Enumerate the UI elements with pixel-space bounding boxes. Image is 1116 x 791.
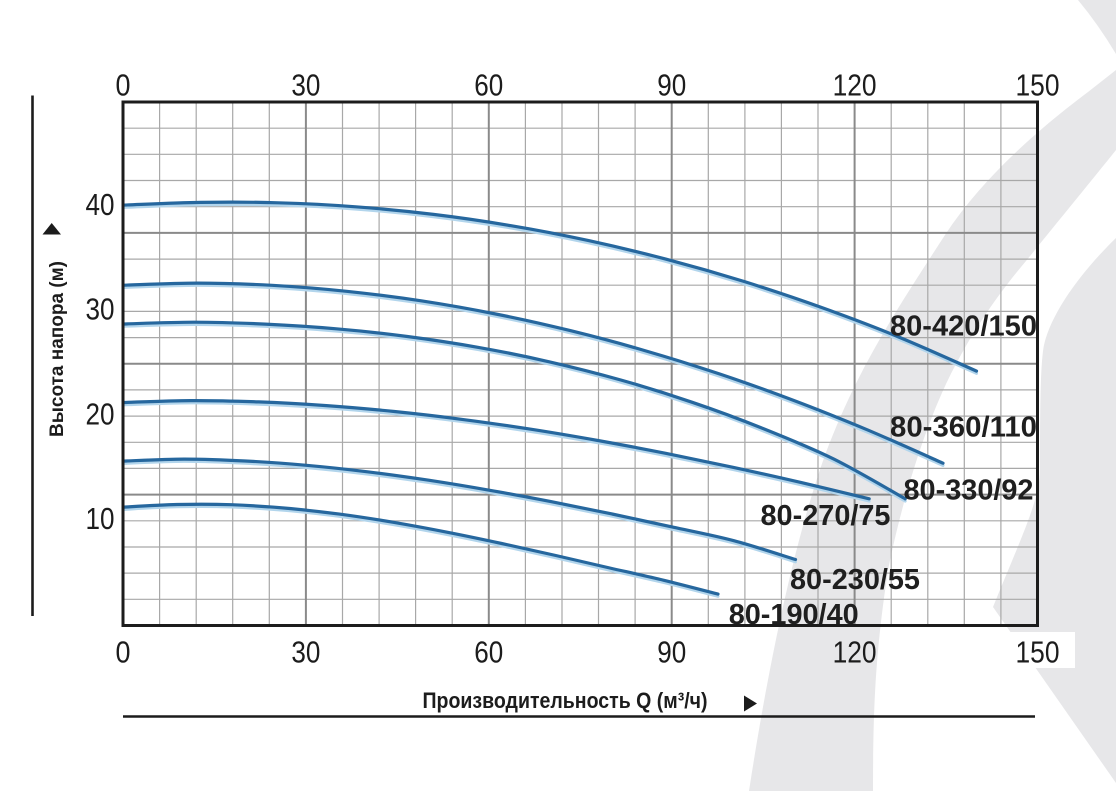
- svg-text:120: 120: [833, 635, 877, 670]
- svg-text:30: 30: [291, 635, 320, 670]
- svg-text:150: 150: [1016, 68, 1060, 103]
- svg-text:80-420/150: 80-420/150: [890, 311, 1037, 343]
- svg-text:40: 40: [86, 187, 115, 222]
- svg-text:Производительность Q (м³/ч): Производительность Q (м³/ч): [423, 688, 708, 713]
- svg-text:120: 120: [833, 68, 877, 103]
- svg-text:80-330/92: 80-330/92: [904, 474, 1034, 506]
- svg-text:80-360/110: 80-360/110: [890, 412, 1037, 444]
- svg-text:0: 0: [116, 68, 131, 103]
- svg-text:90: 90: [657, 68, 686, 103]
- svg-text:0: 0: [116, 635, 131, 670]
- svg-text:60: 60: [474, 635, 503, 670]
- svg-text:30: 30: [86, 292, 115, 327]
- svg-text:90: 90: [657, 635, 686, 670]
- svg-text:150: 150: [1016, 635, 1060, 670]
- svg-text:80-270/75: 80-270/75: [761, 500, 891, 532]
- svg-text:10: 10: [86, 501, 115, 536]
- svg-text:80-190/40: 80-190/40: [729, 599, 859, 631]
- svg-text:20: 20: [86, 396, 115, 431]
- svg-text:80-230/55: 80-230/55: [790, 564, 920, 596]
- svg-text:60: 60: [474, 68, 503, 103]
- svg-text:Высота напора (м): Высота напора (м): [47, 261, 68, 437]
- svg-text:30: 30: [291, 68, 320, 103]
